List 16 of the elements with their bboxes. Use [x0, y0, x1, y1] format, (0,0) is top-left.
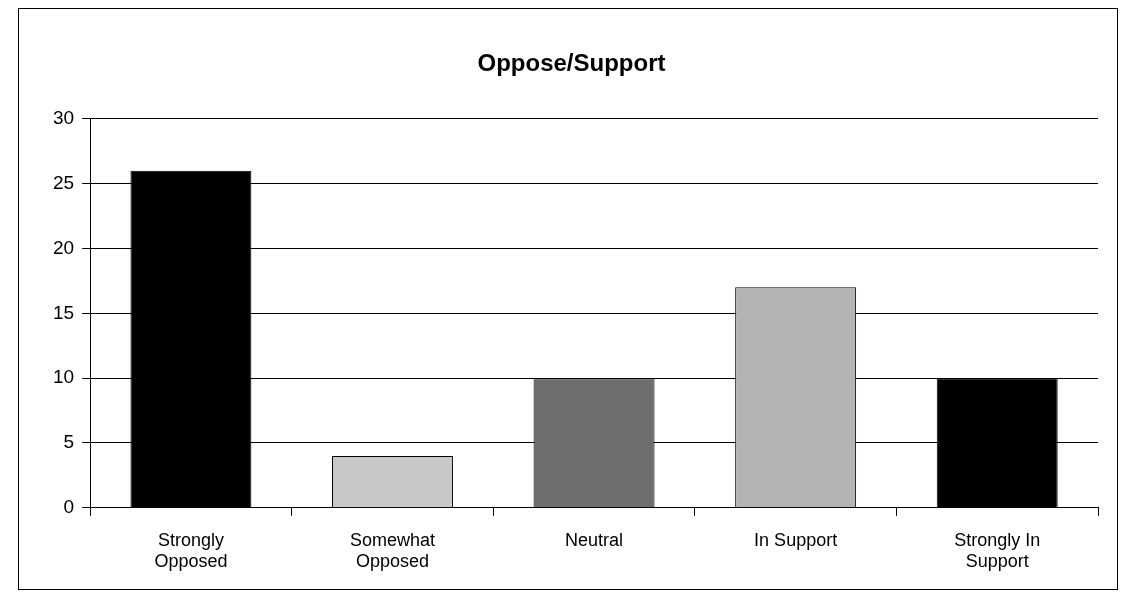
y-tick-label: 20	[52, 236, 75, 258]
category-label: Somewhat	[349, 529, 436, 550]
category-label: In Support	[754, 529, 838, 550]
category-label: Strongly In	[954, 529, 1041, 550]
y-tick-label: 25	[52, 171, 75, 193]
y-tick-label: 30	[52, 107, 75, 129]
category-label: Opposed	[154, 551, 228, 572]
y-tick-label: 15	[52, 301, 75, 323]
category-label: Neutral	[565, 529, 624, 550]
category-label: Support	[965, 551, 1029, 572]
category-label: Opposed	[355, 551, 430, 572]
y-tick-label: 10	[52, 366, 75, 388]
category-label: Strongly	[157, 529, 224, 550]
y-tick-label: 5	[63, 431, 75, 453]
chart-title: Oppose/Support	[477, 49, 666, 77]
y-tick-label: 0	[63, 496, 75, 518]
